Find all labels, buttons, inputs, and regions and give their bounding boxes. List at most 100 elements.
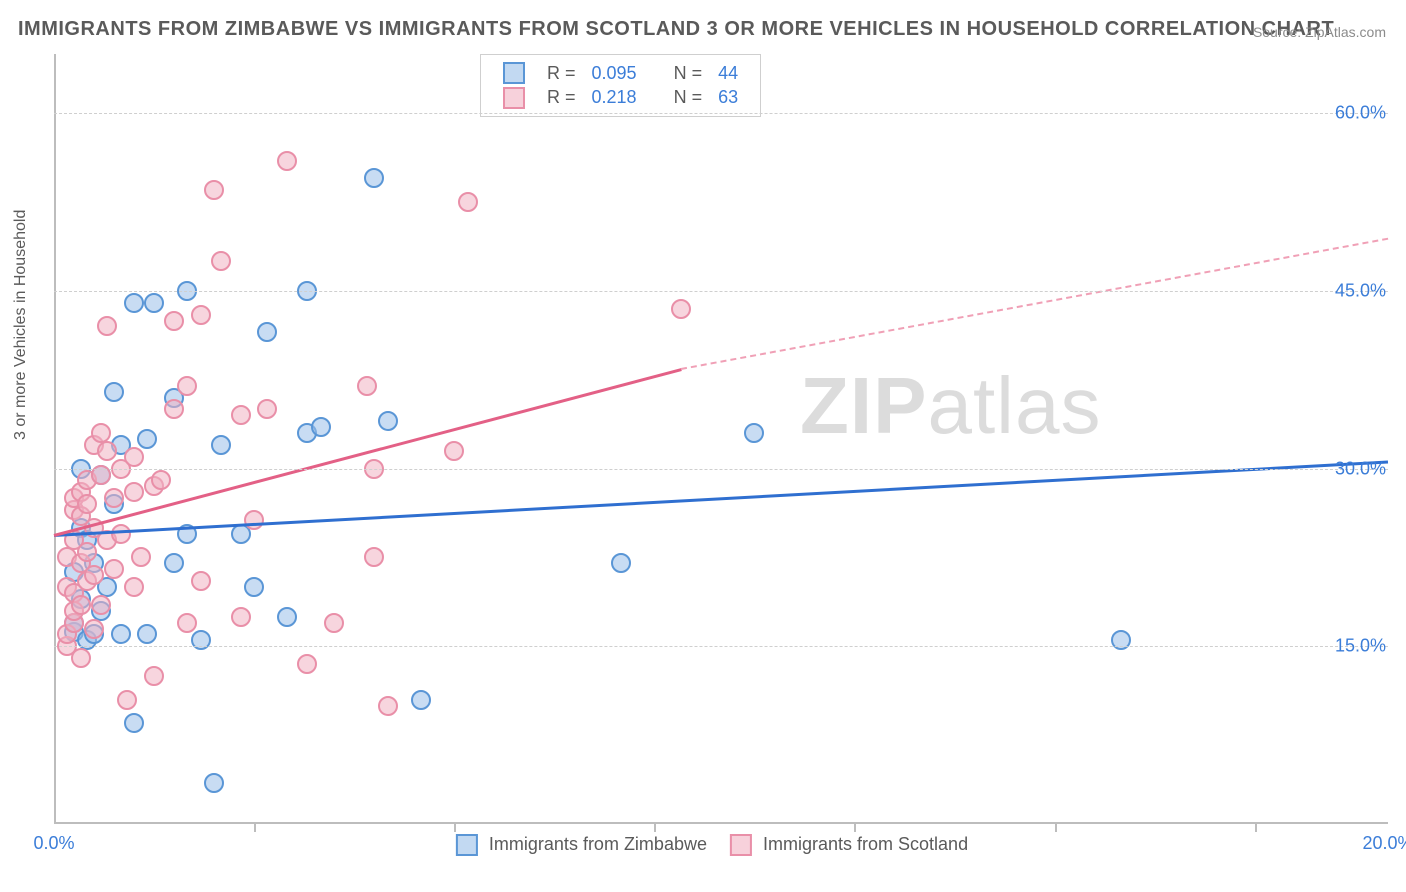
y-axis-label: 3 or more Vehicles in Household [12,210,30,440]
data-point [277,151,297,171]
n-label: N = [666,61,711,85]
x-tick-label: 20.0% [1362,833,1406,854]
data-point [204,773,224,793]
data-point [164,553,184,573]
data-point [378,696,398,716]
swatch-pink-icon [730,834,752,856]
swatch-pink-icon [503,87,525,109]
n-label: N = [666,85,711,109]
data-point [77,494,97,514]
data-point [244,510,264,530]
data-point [191,305,211,325]
y-tick-label: 45.0% [1335,280,1386,301]
legend-correlation-box: R = 0.095 N = 44 R = 0.218 N = 63 [480,54,761,117]
x-tick-mark [854,824,856,832]
data-point [71,648,91,668]
grid-line [54,646,1388,647]
r-label: R = [539,85,584,109]
n-value-a: 44 [710,61,746,85]
data-point [97,316,117,336]
data-point [97,441,117,461]
grid-line [54,469,1388,470]
data-point [144,666,164,686]
x-tick-label: 0.0% [33,833,74,854]
y-tick-label: 60.0% [1335,103,1386,124]
data-point [311,417,331,437]
data-point [104,382,124,402]
data-point [164,399,184,419]
y-tick-label: 30.0% [1335,458,1386,479]
data-point [144,293,164,313]
data-point [91,595,111,615]
x-tick-mark [454,824,456,832]
swatch-blue-icon [503,62,525,84]
data-point [117,690,137,710]
data-point [177,376,197,396]
data-point [131,547,151,567]
trend-line [681,238,1388,370]
data-point [257,322,277,342]
legend-label-a: Immigrants from Zimbabwe [489,834,707,854]
data-point [364,168,384,188]
data-point [191,630,211,650]
data-point [151,470,171,490]
data-point [297,654,317,674]
grid-line [54,291,1388,292]
data-point [458,192,478,212]
r-value-b: 0.218 [584,85,645,109]
data-point [84,619,104,639]
n-value-b: 63 [710,85,746,109]
x-tick-mark [1055,824,1057,832]
data-point [104,488,124,508]
legend-series-box: Immigrants from Zimbabwe Immigrants from… [438,834,968,856]
data-point [231,405,251,425]
data-point [124,293,144,313]
data-point [211,251,231,271]
swatch-blue-icon [456,834,478,856]
data-point [111,524,131,544]
r-value-a: 0.095 [584,61,645,85]
data-point [84,565,104,585]
data-point [611,553,631,573]
data-point [277,607,297,627]
data-point [77,542,97,562]
legend-label-b: Immigrants from Scotland [763,834,968,854]
source-label: Source: ZipAtlas.com [1253,24,1386,40]
r-label: R = [539,61,584,85]
data-point [111,624,131,644]
data-point [204,180,224,200]
data-point [231,607,251,627]
chart-title: IMMIGRANTS FROM ZIMBABWE VS IMMIGRANTS F… [18,18,1334,41]
x-tick-mark [654,824,656,832]
data-point [124,482,144,502]
data-point [411,690,431,710]
data-point [137,429,157,449]
data-point [744,423,764,443]
data-point [244,577,264,597]
plot-area [54,54,1388,824]
data-point [211,435,231,455]
data-point [104,559,124,579]
data-point [124,447,144,467]
data-point [364,547,384,567]
data-point [378,411,398,431]
x-tick-mark [1255,824,1257,832]
data-point [71,595,91,615]
data-point [671,299,691,319]
data-point [177,613,197,633]
data-point [137,624,157,644]
y-tick-label: 15.0% [1335,636,1386,657]
data-point [124,713,144,733]
trend-line [54,460,1388,536]
data-point [444,441,464,461]
data-point [257,399,277,419]
legend-row-series-b: R = 0.218 N = 63 [495,85,746,109]
data-point [91,465,111,485]
data-point [357,376,377,396]
x-tick-mark [254,824,256,832]
data-point [191,571,211,591]
data-point [1111,630,1131,650]
data-point [324,613,344,633]
grid-line [54,113,1388,114]
data-point [124,577,144,597]
